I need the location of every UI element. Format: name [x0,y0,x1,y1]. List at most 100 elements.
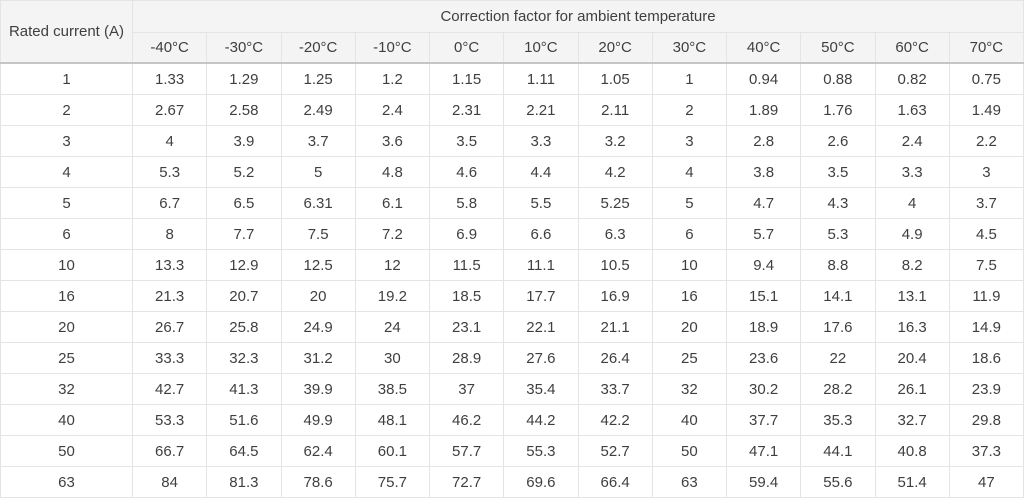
correction-factor-cell: 13.3 [131,249,208,281]
temp-column-header: 70°C [948,32,1024,64]
correction-factor-cell: 39.9 [280,373,356,405]
correction-factor-cell: 4.3 [800,187,876,219]
correction-factor-cell: 81.3 [206,466,282,498]
correction-factor-cell: 27.6 [503,342,579,374]
temp-column-header: 30°C [651,32,728,64]
correction-factor-cell: 17.6 [800,311,876,343]
rated-current-cell: 25 [0,342,133,374]
correction-factor-cell: 60.1 [354,435,431,467]
correction-factor-cell: 42.2 [577,404,653,436]
correction-factor-cell: 3.8 [725,156,802,188]
correction-factor-cell: 26.1 [874,373,950,405]
correction-factor-cell: 3.5 [428,125,505,157]
correction-factor-cell: 11.5 [428,249,505,281]
correction-factor-cell: 72.7 [428,466,505,498]
correction-factor-cell: 4.2 [577,156,653,188]
correction-factor-cell: 4 [651,156,728,188]
correction-factor-cell: 2.67 [131,94,208,126]
correction-factor-cell: 31.2 [280,342,356,374]
table-row: 20 26.7 25.8 24.9 24 23.1 22.1 21.1 20 18.9 17.6 16… [0,311,1024,343]
correction-factor-cell: 2.58 [206,94,282,126]
correction-factor-cell: 4 [874,187,950,219]
correction-factor-cell: 66.7 [131,435,208,467]
temp-column-header: -30°C [206,32,282,64]
correction-factor-cell: 41.3 [206,373,282,405]
correction-factor-cell: 6.9 [428,218,505,250]
table-row: 2 2.67 2.58 2.49 2.4 2.31 2.21 2.11 2 1.89 1.76 1.6… [0,94,1024,126]
correction-factor-cell: 18.9 [725,311,802,343]
correction-factor-cell: 48.1 [354,404,431,436]
correction-factor-cell: 44.2 [503,404,579,436]
correction-factor-cell: 18.5 [428,280,505,312]
temp-column-header: -20°C [280,32,356,64]
correction-factor-cell: 5.5 [503,187,579,219]
rated-current-cell: 4 [0,156,133,188]
rated-current-cell: 63 [0,466,133,498]
correction-factor-cell: 3.3 [503,125,579,157]
correction-factor-cell: 0.88 [800,62,876,95]
correction-factor-cell: 40.8 [874,435,950,467]
table-row: 6 8 7.7 7.5 7.2 6.9 6.6 6.3 6 5.7 5.3 4.9 4.5 [0,218,1024,250]
correction-factor-cell: 8.8 [800,249,876,281]
correction-factor-cell: 2 [651,94,728,126]
rated-current-cell: 10 [0,249,133,281]
correction-factor-cell: 2.31 [428,94,505,126]
table-row: 3 4 3.9 3.7 3.6 3.5 3.3 3.2 3 2.8 2.6 2.4 2.2 [0,125,1024,157]
correction-factor-cell: 24 [354,311,431,343]
correction-factor-cell: 33.3 [131,342,208,374]
rated-current-cell: 32 [0,373,133,405]
temp-column-header: -40°C [131,32,208,64]
correction-factor-cell: 30.2 [725,373,802,405]
correction-factor-cell: 12.9 [206,249,282,281]
correction-factor-cell: 1.05 [577,62,653,95]
correction-factor-cell: 69.6 [503,466,579,498]
correction-factor-cell: 28.2 [800,373,876,405]
rated-current-cell: 1 [0,62,133,95]
correction-factor-cell: 75.7 [354,466,431,498]
table-header: Rated current (A) Correction factor for … [0,0,1024,64]
correction-factor-cell: 35.3 [800,404,876,436]
correction-factor-cell: 1.11 [503,62,579,95]
correction-factor-cell: 30 [354,342,431,374]
correction-factor-cell: 20.7 [206,280,282,312]
correction-factor-cell: 23.1 [428,311,505,343]
correction-factor-cell: 1.63 [874,94,950,126]
correction-factor-cell: 3.7 [948,187,1024,219]
correction-factor-cell: 2.2 [948,125,1024,157]
table-row: 10 13.3 12.9 12.5 12 11.5 11.1 10.5 10 9.4 8.8 8.2 7… [0,249,1024,281]
rated-current-cell: 40 [0,404,133,436]
correction-factor-cell: 3.9 [206,125,282,157]
correction-factor-cell: 78.6 [280,466,356,498]
correction-factor-cell: 46.2 [428,404,505,436]
correction-factor-cell: 10 [651,249,728,281]
correction-factor-cell: 29.8 [948,404,1024,436]
correction-factor-cell: 9.4 [725,249,802,281]
correction-factor-cell: 12 [354,249,431,281]
correction-factor-cell: 38.5 [354,373,431,405]
correction-factor-cell: 21.3 [131,280,208,312]
correction-factor-cell: 3.2 [577,125,653,157]
correction-factor-cell: 63 [651,466,728,498]
correction-factor-cell: 57.7 [428,435,505,467]
correction-factor-cell: 44.1 [800,435,876,467]
table-row: 40 53.3 51.6 49.9 48.1 46.2 44.2 42.2 40 37.7 35.3… [0,404,1024,436]
correction-factor-cell: 1.33 [131,62,208,95]
correction-factor-cell: 5.25 [577,187,653,219]
correction-factor-cell: 3 [651,125,728,157]
rated-current-cell: 3 [0,125,133,157]
correction-factor-cell: 37.3 [948,435,1024,467]
correction-factor-cell: 14.1 [800,280,876,312]
correction-factor-cell: 11.9 [948,280,1024,312]
correction-factor-cell: 11.1 [503,249,579,281]
correction-factor-cell: 7.7 [206,218,282,250]
correction-factor-cell: 5 [651,187,728,219]
correction-factor-cell: 18.6 [948,342,1024,374]
correction-factor-cell: 28.9 [428,342,505,374]
correction-factor-cell: 7.5 [280,218,356,250]
correction-factor-cell: 5.7 [725,218,802,250]
temperature-header-row: -40°C -30°C -20°C -10°C 0°C 10°C 20°C 30°C 40°C 5… [1,32,1024,64]
table-row: 5 6.7 6.5 6.31 6.1 5.8 5.5 5.25 5 4.7 4.3 4 3.7 [0,187,1024,219]
correction-factor-cell: 1.29 [206,62,282,95]
temp-column-header: 10°C [503,32,579,64]
